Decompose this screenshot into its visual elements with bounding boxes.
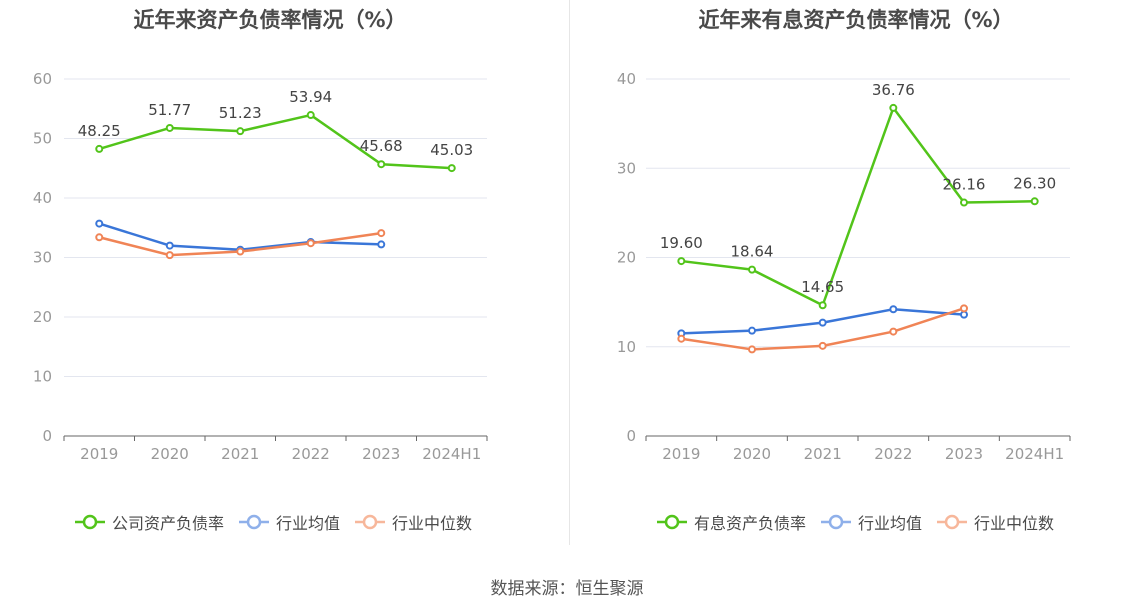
legend-marker-icon	[821, 514, 852, 530]
data-point	[748, 345, 756, 354]
data-point	[748, 326, 756, 335]
data-point	[677, 334, 686, 343]
y-tick-label: 50	[33, 130, 52, 148]
data-point	[306, 239, 315, 248]
y-tick-label: 10	[617, 338, 636, 356]
x-tick-label: 2024H1	[1005, 445, 1064, 463]
legend-marker-icon	[239, 514, 270, 530]
x-tick-label: 2020	[151, 445, 189, 463]
y-tick-label: 40	[617, 70, 636, 88]
data-label: 26.16	[943, 176, 986, 194]
data-point	[236, 247, 245, 256]
data-label: 14.65	[801, 278, 844, 296]
y-tick-label: 40	[33, 189, 52, 207]
legend-label: 行业中位数	[974, 514, 1055, 533]
data-point	[748, 265, 756, 274]
data-label: 51.23	[219, 104, 262, 122]
x-tick-label: 2020	[733, 445, 771, 463]
series-line	[681, 106, 1035, 307]
legend-right: 有息资产负债率 行业均值 行业中位数	[656, 510, 1068, 534]
x-tick-label: 2019	[662, 445, 700, 463]
data-point	[165, 123, 174, 132]
chart-title-left: 近年来资产负债率情况（%）	[133, 8, 407, 32]
x-tick-label: 2022	[292, 445, 330, 463]
legend-marker-icon	[937, 514, 968, 530]
data-point	[677, 257, 686, 266]
data-label: 53.94	[289, 88, 332, 106]
data-point	[818, 341, 827, 350]
data-point	[377, 229, 386, 238]
y-tick-label: 10	[33, 368, 52, 386]
data-point	[447, 164, 456, 173]
data-label: 45.68	[360, 137, 403, 155]
data-point	[95, 219, 104, 228]
legend-label: 行业均值	[858, 514, 923, 533]
data-label: 36.76	[872, 81, 915, 99]
y-tick-label: 30	[617, 159, 636, 177]
data-point	[306, 111, 315, 120]
legend-item[interactable]: 行业中位数	[936, 510, 1054, 534]
y-tick-label: 0	[626, 427, 636, 445]
y-tick-label: 60	[33, 70, 52, 88]
legend-item[interactable]: 行业中位数	[354, 510, 472, 534]
legend-label: 行业中位数	[392, 514, 473, 533]
y-tick-label: 0	[42, 427, 52, 445]
data-label: 19.60	[660, 234, 703, 252]
x-tick-label: 2022	[874, 445, 912, 463]
data-label: 51.77	[148, 101, 191, 119]
legend-item[interactable]: 公司资产负债率	[74, 510, 224, 534]
data-point	[165, 251, 174, 260]
data-label: 18.64	[731, 243, 774, 261]
legend-label: 公司资产负债率	[112, 514, 225, 533]
legend-marker-icon	[75, 514, 105, 530]
data-label: 45.03	[430, 141, 473, 159]
data-point	[95, 144, 104, 153]
x-tick-label: 2021	[804, 445, 842, 463]
x-tick-label: 2023	[362, 445, 400, 463]
legend-label: 行业均值	[276, 514, 341, 533]
data-source: 数据来源：恒生聚源	[490, 579, 644, 599]
data-point	[889, 103, 898, 112]
data-point	[818, 318, 827, 327]
y-tick-label: 20	[617, 249, 636, 267]
legend-item[interactable]: 行业均值	[238, 510, 340, 534]
chart-title-right: 近年来有息资产负债率情况（%）	[698, 8, 1014, 32]
legend-left: 公司资产负债率 行业均值 行业中位数	[74, 510, 486, 534]
y-tick-label: 20	[33, 308, 52, 326]
data-label: 26.30	[1013, 174, 1056, 192]
panel-divider	[569, 0, 570, 545]
data-point	[165, 241, 174, 250]
data-point	[889, 305, 898, 314]
data-point	[818, 301, 827, 310]
legend-label: 有息资产负债率	[694, 514, 807, 533]
y-tick-label: 30	[33, 249, 52, 267]
data-point	[960, 304, 968, 313]
x-tick-label: 2021	[221, 445, 259, 463]
data-point	[95, 233, 104, 242]
legend-marker-icon	[657, 514, 687, 530]
x-tick-label: 2023	[945, 445, 983, 463]
x-tick-label: 2019	[80, 445, 118, 463]
data-point	[889, 327, 898, 336]
data-label: 48.25	[78, 122, 121, 140]
data-point	[960, 310, 968, 319]
series-line	[98, 113, 452, 170]
data-point	[377, 160, 386, 169]
x-tick-label: 2024H1	[422, 445, 481, 463]
data-point	[236, 127, 245, 136]
data-point	[960, 198, 968, 207]
data-point	[1030, 197, 1039, 206]
legend-item[interactable]: 有息资产负债率	[656, 510, 806, 534]
data-point	[377, 240, 386, 249]
legend-marker-icon	[355, 514, 386, 530]
legend-item[interactable]: 行业均值	[820, 510, 922, 534]
